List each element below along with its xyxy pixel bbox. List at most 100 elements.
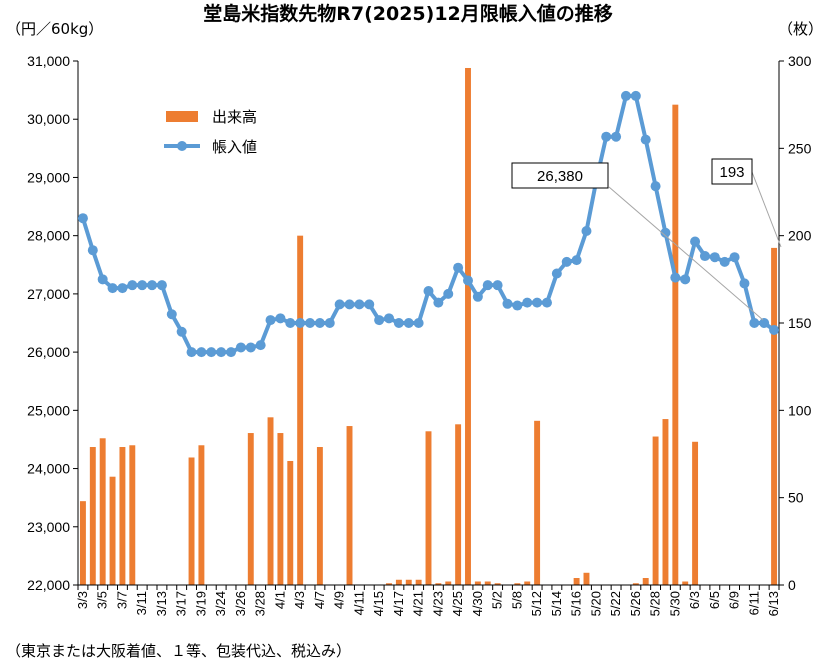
x-tick-label: 3/28 [253, 591, 268, 616]
price-point [769, 324, 780, 335]
left-tick-label: 23,000 [27, 519, 70, 535]
legend-box [157, 97, 285, 167]
price-point [245, 342, 256, 353]
price-point [354, 299, 365, 310]
callout-price-leader [608, 186, 764, 321]
price-point [384, 313, 395, 324]
price-point [611, 131, 622, 142]
right-tick-label: 300 [788, 53, 812, 69]
x-tick-label: 5/20 [588, 591, 603, 616]
volume-bar [534, 420, 541, 585]
price-point [453, 262, 464, 273]
legend-bar-label: 出来高 [212, 108, 257, 126]
price-point [650, 181, 661, 192]
x-tick-label: 3/24 [213, 591, 228, 616]
volume-bar [405, 579, 412, 585]
x-tick-label: 4/7 [312, 591, 327, 609]
volume-bar [632, 583, 639, 585]
callout-volume-text: 193 [719, 164, 744, 181]
x-tick-label: 3/7 [114, 591, 129, 609]
volume-bar [346, 426, 353, 585]
price-point [660, 227, 671, 238]
price-point [255, 340, 266, 351]
callout-volume: 193 [711, 158, 782, 248]
x-tick-label: 3/3 [75, 591, 90, 609]
price-point [571, 255, 582, 266]
price-point [324, 318, 335, 328]
legend-line-marker [177, 141, 187, 151]
volume-bar [692, 441, 699, 585]
price-point [472, 291, 483, 302]
x-tick-label: 5/12 [529, 591, 544, 616]
volume-bar [415, 579, 422, 585]
price-point [226, 347, 237, 358]
price-point [393, 318, 404, 328]
price-point [462, 275, 473, 286]
price-point [265, 315, 276, 326]
price-point [295, 318, 306, 328]
price-point [522, 297, 533, 308]
x-tick-label: 4/21 [411, 591, 426, 616]
price-point [443, 288, 454, 299]
price-point [719, 256, 730, 267]
x-tick-label: 6/9 [727, 591, 742, 609]
price-point [97, 274, 108, 285]
volume-bar [188, 457, 195, 585]
price-point [601, 131, 612, 142]
x-tick-label: 6/3 [687, 591, 702, 609]
x-tick-label: 4/3 [292, 591, 307, 609]
left-tick-label: 22,000 [27, 577, 70, 593]
price-point [305, 318, 316, 328]
right-tick-label: 0 [788, 577, 796, 593]
price-point [749, 318, 760, 328]
callout-price-text: 26,380 [537, 168, 583, 185]
volume-bar [386, 583, 392, 585]
price-point [334, 299, 345, 310]
left-tick-label: 25,000 [27, 402, 70, 418]
price-point [492, 280, 503, 291]
x-tick-label: 3/11 [134, 591, 149, 615]
price-point [759, 318, 770, 328]
price-point [729, 252, 740, 263]
volume-bar [277, 433, 284, 585]
right-tick-label: 150 [788, 315, 812, 331]
price-point [403, 318, 414, 328]
price-point [699, 251, 710, 262]
volume-bar [455, 424, 462, 585]
x-tick-label: 6/11 [746, 591, 761, 615]
price-point [206, 347, 217, 358]
price-point [344, 299, 355, 310]
price-point [709, 252, 720, 263]
volume-bar [514, 583, 521, 585]
price-point [87, 245, 98, 256]
volume-bar [524, 581, 531, 585]
price-point [137, 280, 148, 291]
volume-bar [652, 436, 659, 585]
price-point [482, 280, 493, 291]
footnote: （東京または大阪着値、１等、包装代込、税込み） [6, 642, 351, 660]
x-tick-label: 5/14 [549, 591, 564, 616]
price-point [630, 90, 641, 101]
x-tick-label: 4/9 [332, 591, 347, 609]
price-point [77, 213, 88, 224]
volume-bar [267, 417, 274, 585]
callout-price: 26,380 [511, 162, 764, 321]
price-point [176, 326, 187, 337]
callout-price-box [511, 162, 609, 189]
price-point [314, 318, 325, 328]
volume-bar [573, 578, 580, 585]
right-tick-label: 250 [788, 140, 812, 156]
right-tick-label: 200 [788, 228, 812, 244]
x-tick-label: 3/17 [174, 591, 189, 616]
x-tick-label: 4/17 [391, 591, 406, 616]
volume-bar [287, 460, 294, 585]
volume-bar [474, 581, 481, 585]
left-tick-label: 28,000 [27, 228, 70, 244]
volume-bar [119, 447, 126, 585]
price-point [196, 347, 207, 358]
price-point [680, 274, 691, 285]
volume-bar [89, 447, 96, 585]
x-tick-label: 5/16 [569, 591, 584, 616]
price-point [423, 285, 434, 296]
